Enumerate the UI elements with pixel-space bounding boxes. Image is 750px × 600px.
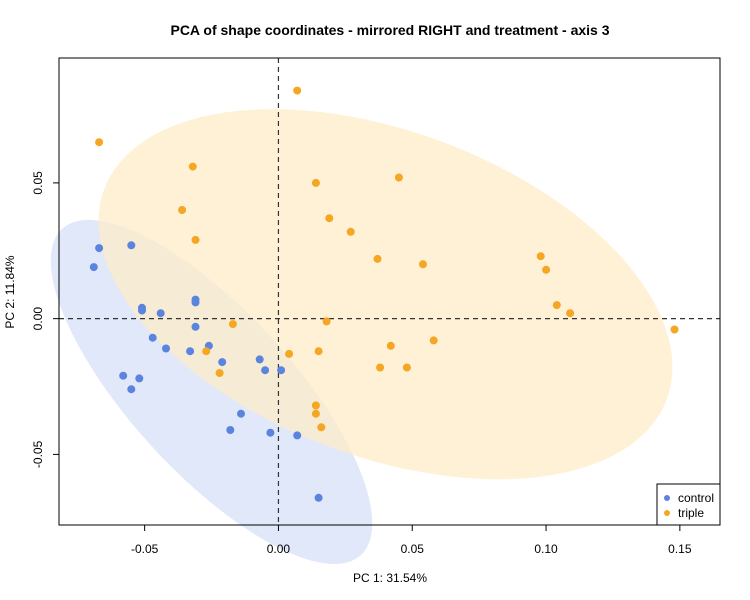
point-triple	[322, 317, 331, 326]
point-triple	[311, 409, 320, 418]
point-control	[266, 428, 275, 437]
point-control	[162, 344, 170, 353]
point-triple	[314, 347, 323, 356]
point-control	[226, 426, 235, 434]
point-triple	[394, 173, 403, 182]
point-triple	[285, 349, 294, 358]
point-control	[89, 263, 98, 272]
legend-box	[656, 483, 721, 526]
x-tick-label: 0.15	[668, 542, 692, 556]
point-control	[186, 347, 195, 356]
point-control	[135, 374, 144, 383]
point-triple	[670, 325, 679, 334]
point-triple	[325, 214, 334, 223]
point-triple	[346, 227, 355, 236]
point-triple	[311, 401, 320, 410]
ellipses-layer	[50, 109, 673, 564]
point-triple	[317, 423, 326, 432]
legend-label-triple: triple	[678, 506, 704, 520]
point-control	[138, 306, 146, 315]
point-triple	[178, 206, 187, 214]
point-control	[293, 431, 302, 440]
y-tick-label: -0.05	[31, 440, 45, 468]
x-axis-label: PC 1: 31.54%	[353, 571, 427, 585]
reference-lines-layer	[59, 58, 720, 525]
point-control	[191, 322, 200, 331]
chart-title: PCA of shape coordinates - mirrored RIGH…	[170, 22, 609, 38]
point-control	[277, 366, 286, 375]
point-triple	[215, 369, 224, 377]
legend-marker-control	[664, 495, 670, 501]
point-triple	[202, 347, 211, 356]
point-control	[156, 309, 165, 318]
point-triple	[188, 162, 197, 171]
point-triple	[552, 301, 561, 310]
legend-label-control: control	[678, 491, 714, 505]
point-control	[119, 371, 128, 380]
y-tick-label: 0.00	[31, 307, 45, 331]
legend-marker-triple	[664, 510, 670, 516]
point-control	[261, 366, 270, 375]
x-tick-label: 0.10	[534, 542, 558, 556]
point-control	[148, 333, 157, 342]
point-triple	[373, 254, 382, 263]
point-triple	[419, 260, 427, 269]
point-control	[255, 355, 264, 364]
point-triple	[228, 320, 237, 329]
ellipse-triple	[98, 109, 673, 480]
point-triple	[191, 235, 200, 244]
point-triple	[386, 341, 395, 350]
point-triple	[311, 178, 320, 187]
point-control	[95, 244, 104, 253]
point-control	[314, 493, 323, 502]
x-axis: -0.05 0.00 0.05 0.10 0.15	[131, 524, 692, 556]
point-triple	[376, 363, 385, 372]
y-axis-label: PC 2: 11.84%	[3, 255, 17, 328]
point-triple	[95, 138, 104, 147]
x-tick-label: 0.00	[267, 542, 291, 556]
point-triple	[536, 252, 545, 261]
point-triple	[429, 336, 438, 345]
point-control	[127, 385, 136, 394]
point-control	[127, 241, 136, 250]
x-tick-label: 0.05	[401, 542, 425, 556]
point-control	[218, 358, 227, 367]
point-triple	[402, 363, 411, 372]
point-control	[191, 298, 200, 307]
points-layer	[89, 86, 679, 502]
y-tick-label: 0.05	[31, 171, 45, 195]
point-triple	[566, 309, 575, 318]
x-tick-label: -0.05	[131, 542, 159, 556]
point-control	[237, 409, 245, 418]
point-triple	[542, 265, 551, 274]
point-triple	[293, 86, 302, 95]
y-axis: -0.05 0.00 0.05	[31, 171, 60, 468]
